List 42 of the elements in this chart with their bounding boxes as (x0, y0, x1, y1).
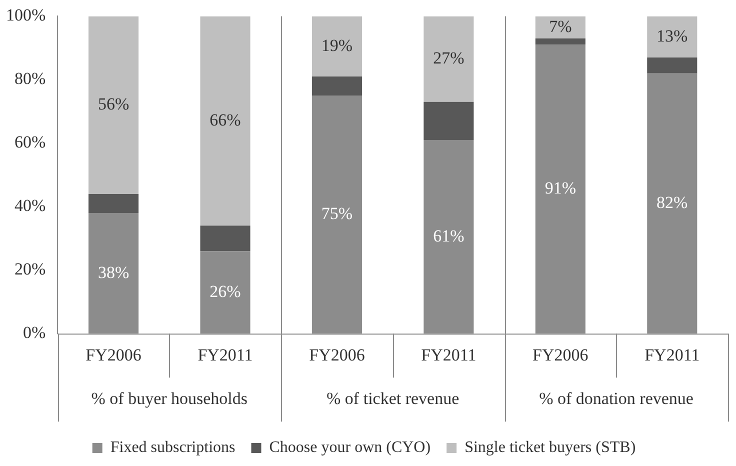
data-label: 26% (210, 282, 241, 301)
y-tick-label: 20% (14, 260, 46, 279)
bar (200, 16, 250, 226)
x-tick-label: FY2011 (421, 345, 476, 364)
text: % of ticket revenue (326, 389, 460, 408)
bar (200, 226, 250, 252)
data-label: 91% (544, 178, 576, 198)
bar (647, 57, 698, 74)
data-label: 75% (321, 204, 353, 224)
data-label: 38% (98, 262, 130, 282)
data-label: 61% (433, 226, 464, 246)
bar (88, 16, 139, 194)
x-tick-label: FY2006 (532, 345, 588, 364)
y-tick-label: 100% (6, 6, 46, 25)
legend-label: Choose your own (CYO) (269, 439, 431, 456)
x-tick-label: FY2011 (644, 345, 700, 364)
data-label: 56% (98, 94, 130, 114)
data-label: 13% (656, 26, 688, 46)
data-label: 19% (321, 36, 353, 55)
data-label: 82% (656, 192, 688, 212)
bar (424, 16, 474, 102)
bar (647, 16, 698, 58)
x-tick-label: FY2006 (309, 345, 365, 364)
data-label: 7% (549, 16, 572, 36)
legend-label: Fixed subscriptions (110, 439, 236, 456)
y-tick-label: 40% (14, 196, 46, 216)
y-tick-label: 60% (14, 132, 46, 152)
x-tick-label: FY2006 (86, 345, 142, 364)
y-tick-label: 0% (22, 323, 46, 342)
data-label: 27% (433, 48, 464, 68)
y-tick-label: 80% (14, 69, 46, 88)
bar (312, 16, 362, 77)
legend-label: Single ticket buyers (STB) (464, 439, 636, 456)
x-tick-label: FY2011 (198, 345, 253, 364)
bar (88, 194, 139, 213)
data-label: 66% (210, 110, 241, 130)
bar (424, 102, 474, 140)
bar (535, 38, 586, 45)
text: % of donation revenue (539, 389, 694, 408)
bar (535, 16, 586, 38)
text: % of buyer households (91, 389, 248, 408)
bar (312, 76, 362, 96)
